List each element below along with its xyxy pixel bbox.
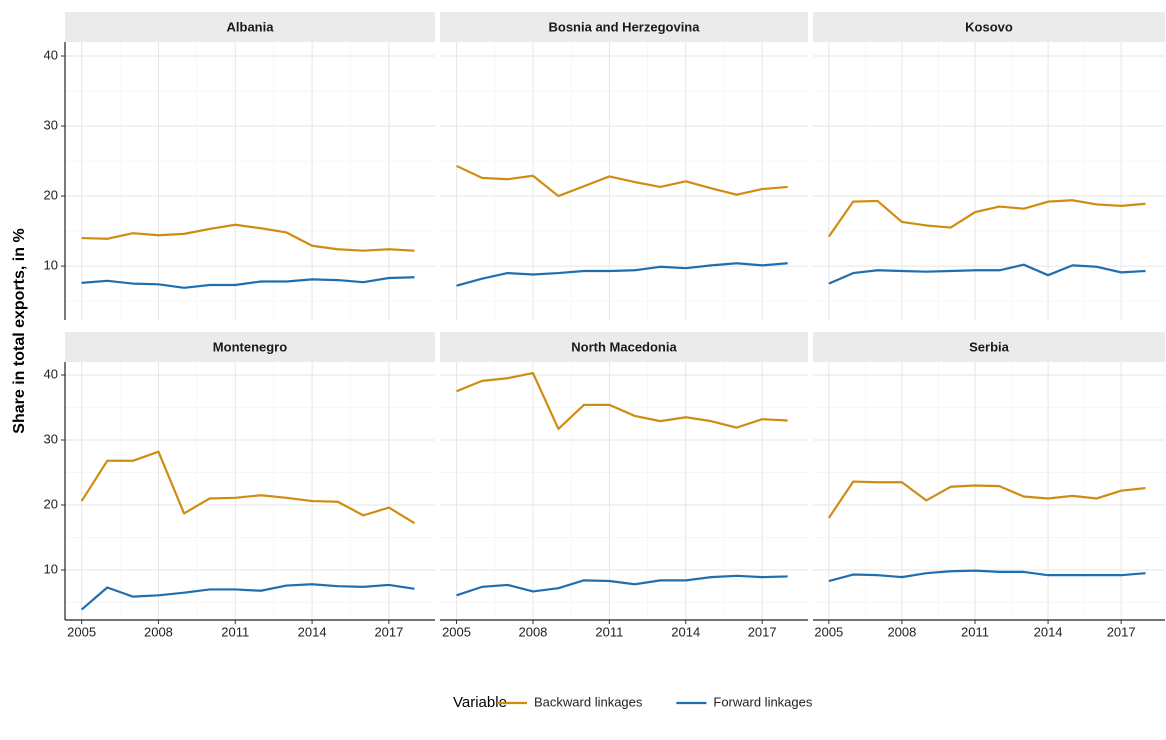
facet-strip bbox=[65, 332, 435, 362]
y-tick-label: 10 bbox=[44, 258, 58, 273]
x-tick-label: 2017 bbox=[748, 624, 777, 639]
x-tick-label: 2014 bbox=[671, 624, 700, 639]
series-line bbox=[81, 276, 415, 289]
y-tick-label: 30 bbox=[44, 431, 58, 446]
y-tick-label: 30 bbox=[44, 117, 58, 132]
series-line bbox=[827, 199, 1146, 238]
y-tick-label: 20 bbox=[44, 187, 58, 202]
x-tick-label: 2011 bbox=[595, 624, 623, 639]
series-line bbox=[456, 371, 788, 431]
legend-label: Backward linkages bbox=[534, 694, 643, 709]
facet-title: Serbia bbox=[969, 339, 1010, 354]
series-line bbox=[456, 574, 788, 597]
series-line bbox=[456, 262, 788, 287]
facet-title: Albania bbox=[227, 19, 275, 34]
x-tick-label: 2014 bbox=[298, 624, 327, 639]
x-tick-label: 2005 bbox=[814, 624, 843, 639]
x-tick-label: 2008 bbox=[144, 624, 173, 639]
facet-strip bbox=[65, 12, 435, 42]
series-line bbox=[80, 450, 416, 525]
series-line bbox=[456, 164, 788, 198]
facet-title: Kosovo bbox=[965, 19, 1013, 34]
y-tick-label: 20 bbox=[44, 496, 58, 511]
facet-strip bbox=[440, 332, 808, 362]
x-tick-label: 2011 bbox=[221, 624, 249, 639]
x-tick-label: 2017 bbox=[1107, 624, 1136, 639]
series-line bbox=[828, 569, 1146, 583]
facet-strip bbox=[813, 332, 1165, 362]
y-axis-label: Share in total exports, in % bbox=[11, 228, 28, 433]
facet-title: Bosnia and Herzegovina bbox=[549, 19, 701, 34]
x-tick-label: 2005 bbox=[442, 624, 471, 639]
facet-title: North Macedonia bbox=[571, 339, 677, 354]
y-tick-label: 40 bbox=[44, 366, 58, 381]
facet-title: Montenegro bbox=[213, 339, 287, 354]
series-line bbox=[828, 263, 1146, 285]
series-line bbox=[81, 223, 415, 252]
facet-strip bbox=[440, 12, 808, 42]
y-tick-label: 40 bbox=[44, 47, 58, 62]
x-tick-label: 2008 bbox=[887, 624, 916, 639]
series-line bbox=[827, 480, 1146, 519]
x-tick-label: 2011 bbox=[961, 624, 989, 639]
legend-label: Forward linkages bbox=[713, 694, 812, 709]
x-tick-label: 2014 bbox=[1034, 624, 1063, 639]
x-tick-label: 2005 bbox=[67, 624, 96, 639]
y-tick-label: 10 bbox=[44, 561, 58, 576]
x-tick-label: 2017 bbox=[374, 624, 403, 639]
facet-strip bbox=[813, 12, 1165, 42]
legend-title: Variable bbox=[453, 694, 507, 711]
series-line bbox=[80, 583, 415, 611]
x-tick-label: 2008 bbox=[518, 624, 547, 639]
